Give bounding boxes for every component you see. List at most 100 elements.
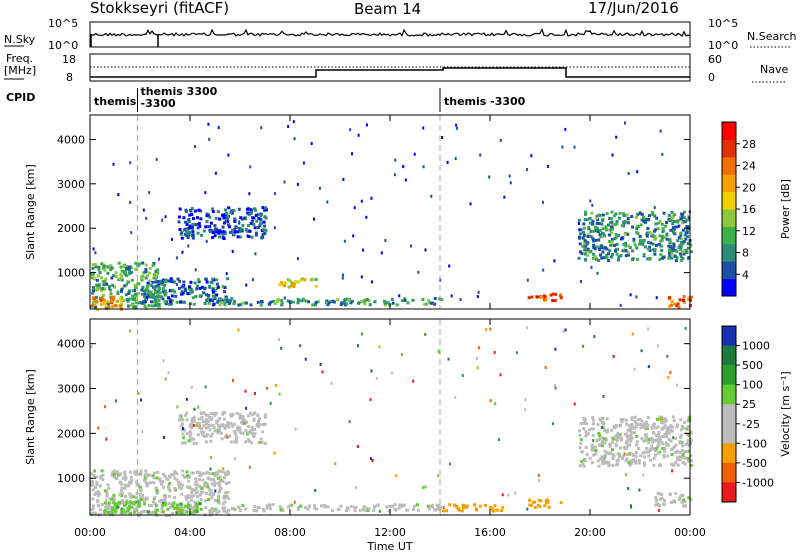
- velocity-cell: [585, 422, 588, 425]
- velocity-cell: [218, 481, 222, 484]
- velocity-cell: [619, 418, 623, 422]
- velocity-cell: [457, 508, 461, 512]
- power-cell: [170, 294, 174, 298]
- power-cell: [327, 301, 331, 305]
- power-cell: [668, 240, 672, 244]
- velocity-cell: [660, 420, 664, 424]
- power-cell: [221, 213, 225, 217]
- power-cell: [134, 289, 136, 292]
- velocity-cell: [356, 445, 359, 448]
- power-cell: [674, 259, 678, 263]
- power-cell: [316, 300, 320, 304]
- power-cell: [670, 249, 674, 253]
- power-cell: [209, 230, 212, 234]
- power-cell: [151, 293, 155, 297]
- power-cell: [247, 213, 251, 217]
- velocity-cell: [129, 475, 133, 479]
- power-cell: [469, 202, 472, 206]
- power-cell: [332, 299, 334, 303]
- power-cell: [218, 217, 221, 221]
- velocity-cell: [162, 510, 166, 514]
- power-cell: [660, 256, 664, 260]
- velocity-cell: [492, 508, 496, 512]
- power-cell: [111, 304, 115, 308]
- velocity-cell: [229, 440, 233, 444]
- power-cell: [116, 292, 120, 295]
- power-cell: [202, 229, 206, 233]
- velocity-cell: [201, 472, 205, 476]
- power-cell: [130, 278, 134, 282]
- power-cell: [430, 194, 433, 198]
- velocity-cell: [198, 502, 202, 506]
- power-cell: [679, 259, 683, 262]
- velocity-cell: [143, 473, 147, 477]
- power-cell: [118, 297, 122, 301]
- velocity-cell: [96, 490, 100, 494]
- velocity-cell: [605, 451, 609, 455]
- power-cell: [633, 243, 637, 247]
- power-cell: [133, 283, 137, 287]
- velocity-cell: [261, 423, 265, 427]
- power-cell: [163, 283, 167, 287]
- power-cell: [231, 228, 235, 232]
- velocity-cell: [171, 503, 175, 507]
- power-cell: [679, 247, 683, 251]
- power-cell: [619, 254, 623, 258]
- power-cell: [342, 177, 345, 181]
- power-cell: [600, 222, 604, 226]
- velocity-cell: [353, 509, 357, 513]
- velocity-cell: [659, 415, 663, 419]
- velocity-cell: [201, 433, 205, 437]
- velocity-cell: [169, 473, 173, 477]
- power-cell: [179, 292, 183, 296]
- velocity-cell: [212, 426, 216, 429]
- power-cell: [578, 236, 582, 240]
- velocity-cell: [632, 453, 636, 456]
- velocity-cell: [234, 432, 238, 436]
- power-cell: [648, 256, 652, 260]
- velocity-cell: [160, 504, 164, 507]
- power-cell: [610, 231, 613, 235]
- nsearch-tick-top: 10^5: [708, 17, 738, 30]
- power-cell: [184, 232, 187, 236]
- power-cell: [670, 256, 674, 260]
- power-cell: [109, 288, 113, 292]
- velocity-cell: [198, 474, 202, 478]
- power-cell: [610, 252, 614, 256]
- power-cell: [227, 223, 231, 227]
- power-cell: [159, 295, 163, 299]
- velocity-cell: [189, 505, 193, 508]
- velocity-cell: [125, 501, 129, 504]
- velocity-cell: [91, 483, 95, 487]
- power-cell: [679, 233, 683, 237]
- power-cell: [115, 300, 119, 304]
- velocity-cell: [442, 506, 445, 509]
- power-cell: [124, 272, 128, 276]
- power-cell: [232, 233, 236, 236]
- power-cell: [584, 252, 587, 256]
- velocity-cell: [629, 459, 633, 463]
- power-cell: [314, 301, 318, 305]
- velocity-cell: [248, 465, 251, 469]
- velocity-cell: [146, 482, 150, 486]
- power-cell: [190, 207, 194, 210]
- velocity-cell: [627, 424, 631, 428]
- velocity-cell: [123, 494, 127, 498]
- power-cell: [95, 278, 99, 282]
- velocity-cell: [193, 488, 197, 492]
- power-cell: [535, 295, 539, 299]
- velocity-cell: [306, 507, 310, 511]
- velocity-cell: [236, 426, 240, 430]
- power-cell: [211, 207, 214, 211]
- velocity-cell: [192, 494, 196, 498]
- power-cell: [682, 252, 686, 256]
- velocity-cell: [185, 397, 188, 401]
- velocity-cell: [112, 473, 116, 477]
- velocity-cell: [214, 508, 218, 512]
- velocity-cell: [185, 418, 189, 422]
- power-cell: [155, 284, 159, 288]
- power-cell: [204, 277, 208, 281]
- power-cell: [676, 220, 679, 224]
- power-cell: [232, 302, 236, 306]
- velocity-cell: [223, 500, 227, 504]
